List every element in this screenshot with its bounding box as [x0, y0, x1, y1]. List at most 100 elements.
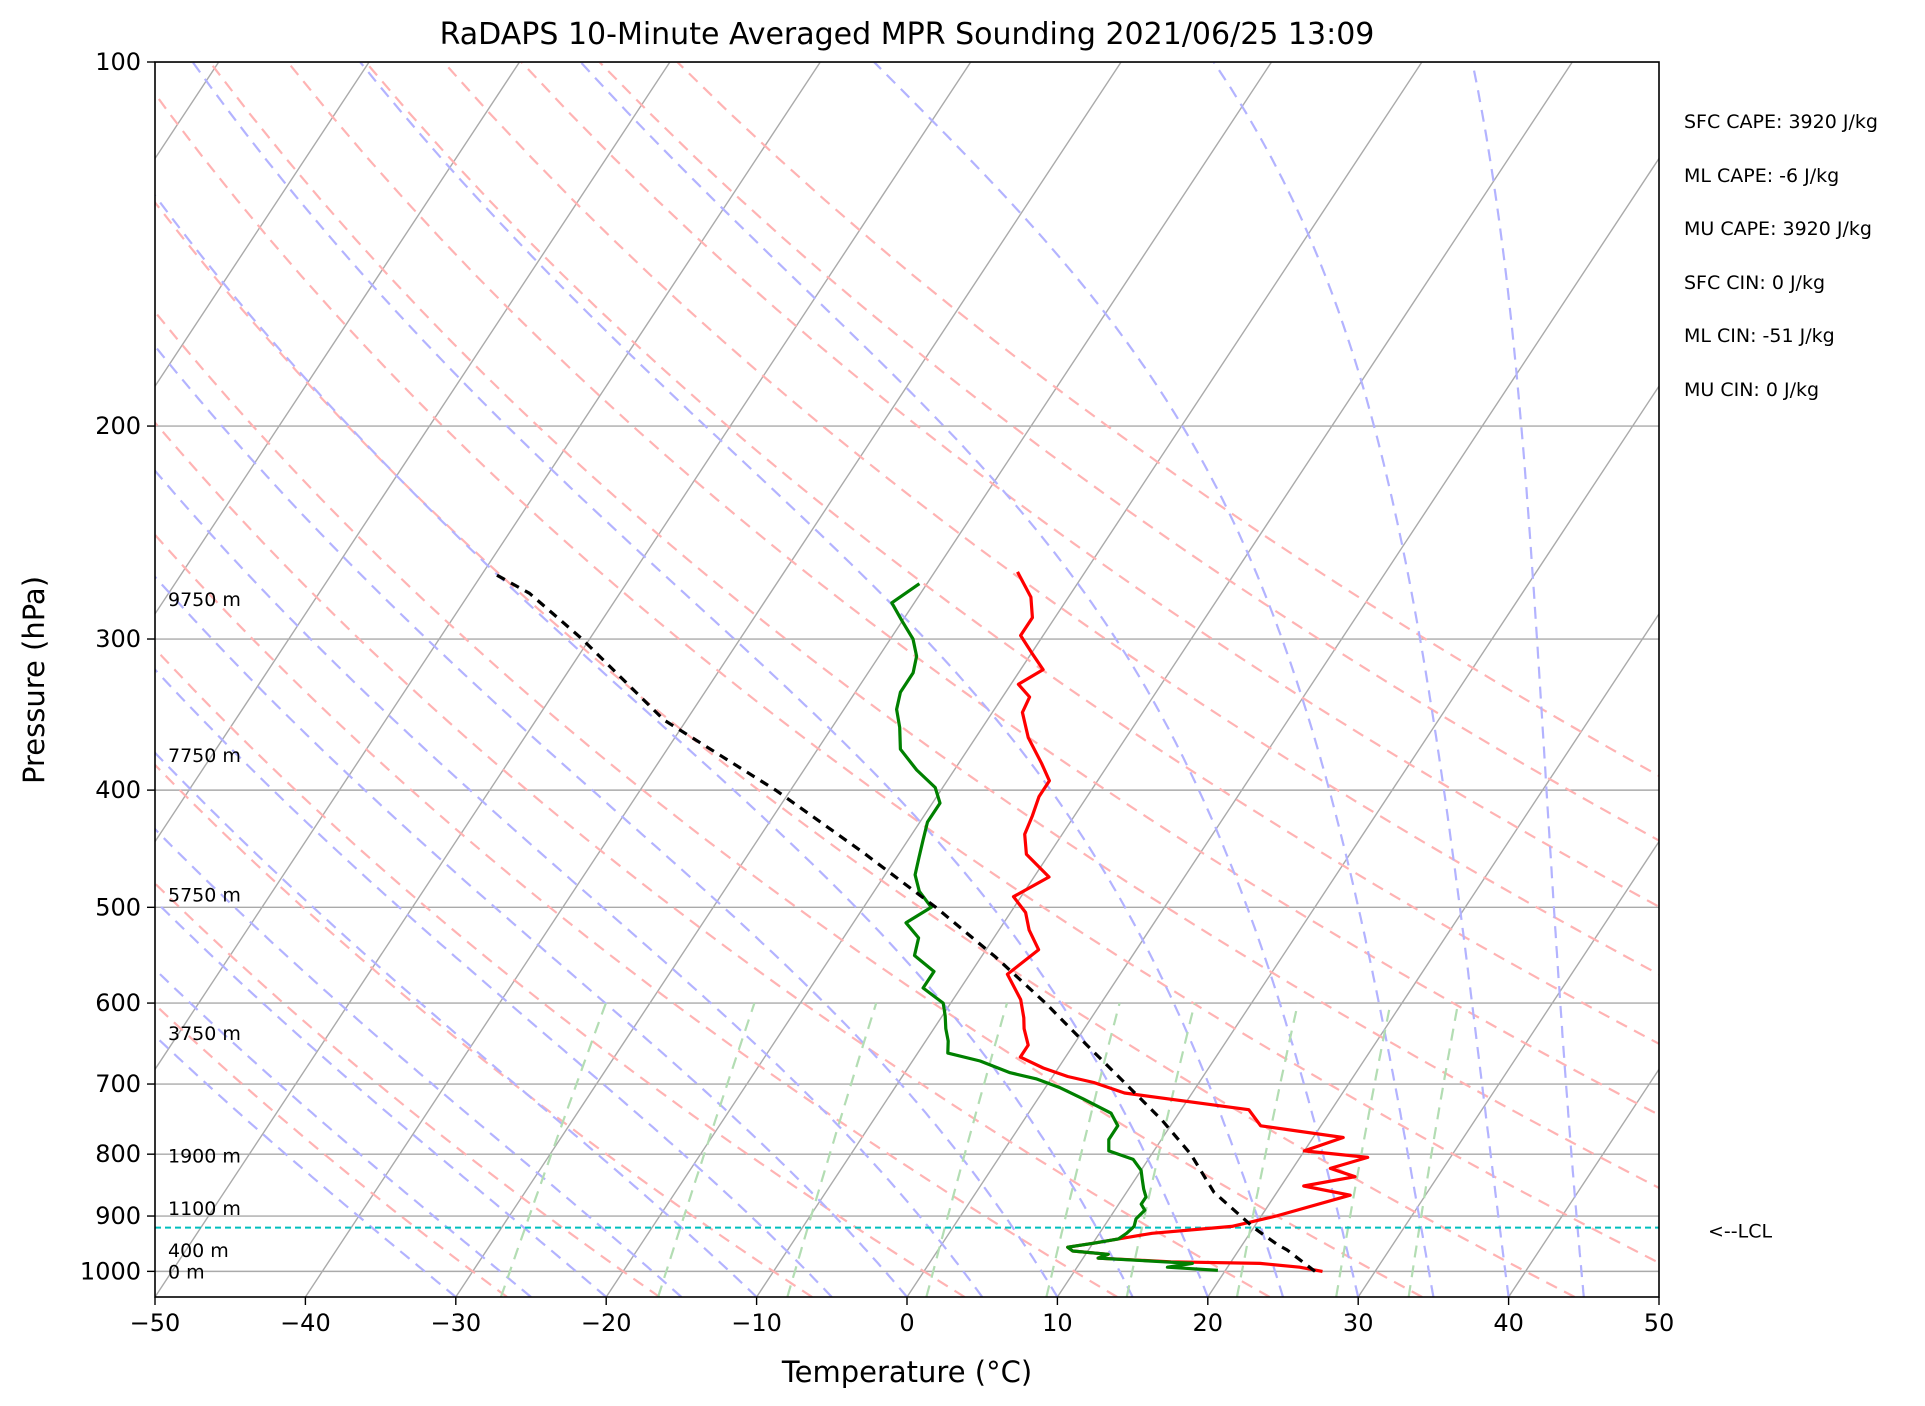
dry-adiabat-line: [155, 310, 1423, 1297]
moist-adiabat-line: [155, 468, 984, 1297]
x-tick-label: 20: [1193, 1309, 1224, 1337]
y-tick-label: 500: [95, 893, 141, 921]
isotherm-line: [155, 62, 671, 843]
moist-adiabat-line: [155, 967, 532, 1297]
isotherm-line: [304, 62, 1122, 1297]
dry-adiabat-line: [155, 881, 661, 1297]
y-tick-label: 400: [95, 776, 141, 804]
isotherm-line: [155, 62, 821, 1071]
moist-adiabat-line: [359, 62, 1285, 1297]
y-tick-label: 900: [95, 1202, 141, 1230]
x-tick-label: 50: [1644, 1309, 1675, 1337]
y-tick-label: 100: [95, 48, 141, 76]
isotherm-line: [1809, 62, 1925, 1297]
mixing-ratio-line: [657, 1002, 756, 1297]
isotherm-line: [155, 62, 370, 388]
moist-adiabat-line: [579, 62, 1360, 1297]
dry-adiabat-line: [155, 533, 1118, 1297]
x-tick-label: 0: [899, 1309, 914, 1337]
x-tick-label: −20: [581, 1309, 632, 1337]
isotherm-line: [1658, 1295, 1659, 1297]
moist-adiabat-line: [1471, 62, 1585, 1297]
dry-adiabat-line: [364, 62, 1659, 1046]
moist-adiabat-line: [1212, 62, 1510, 1297]
isotherm-line: [1508, 1068, 1659, 1297]
sounding-traces: [155, 570, 1659, 1273]
stats-panel: SFC CAPE: 3920 J/kg ML CAPE: -6 J/kg MU …: [1684, 111, 1878, 401]
moist-adiabat-line: [155, 667, 833, 1297]
isotherm-line: [605, 62, 1423, 1297]
mixing-ratio-line: [925, 1002, 1009, 1297]
moist-adiabat-line: [155, 575, 908, 1297]
mixing-ratio-line: [1407, 1002, 1460, 1297]
x-tick-label: 10: [1042, 1309, 1073, 1337]
x-tick-label: 30: [1343, 1309, 1374, 1337]
moist-adiabat-line: [155, 193, 1134, 1297]
dry-adiabat-line: [155, 763, 813, 1297]
background-reference-lines: [155, 62, 1925, 1297]
x-tick-label: −50: [130, 1309, 181, 1337]
y-tick-label: 800: [95, 1140, 141, 1168]
stat-ml-cin: ML CIN: -51 J/kg: [1684, 325, 1835, 347]
mixing-ratio-line: [1335, 1002, 1392, 1297]
x-tick-label: 40: [1493, 1309, 1524, 1337]
height-label: 400 m: [168, 1240, 229, 1262]
stat-ml-cape: ML CAPE: -6 J/kg: [1684, 165, 1839, 187]
isotherm-line: [455, 62, 1273, 1297]
moist-adiabat-line: [155, 899, 607, 1297]
dry-adiabat-line: [155, 647, 966, 1297]
lcl-label: <--LCL: [1708, 1221, 1772, 1243]
parcel-trace: [490, 570, 1316, 1273]
dewpoint-trace: [890, 582, 1218, 1272]
dry-adiabat-line: [155, 200, 1576, 1297]
isotherm-line: [906, 157, 1659, 1297]
stat-mu-cape: MU CAPE: 3920 J/kg: [1684, 218, 1872, 240]
y-axis: 100 200 300 400 500 600 700 800 900 1000: [80, 48, 155, 1285]
isotherm-line: [155, 62, 521, 616]
moist-adiabat-line: [155, 344, 1059, 1297]
x-axis-title: Temperature (°C): [781, 1355, 1032, 1389]
isotherm-line: [155, 62, 972, 1297]
dry-adiabat-line: [208, 62, 1659, 1190]
height-label: 1900 m: [168, 1145, 241, 1167]
isotherm-line: [1357, 840, 1659, 1297]
dry-adiabat-line: [155, 420, 1271, 1297]
chart-title: RaDAPS 10-Minute Averaged MPR Sounding 2…: [440, 17, 1375, 52]
moist-adiabat-line: [873, 62, 1435, 1297]
mixing-ratio-line: [1125, 1002, 1196, 1297]
y-tick-label: 300: [95, 625, 141, 653]
isotherm-line: [1207, 612, 1659, 1297]
stat-mu-cin: MU CIN: 0 J/kg: [1684, 379, 1819, 401]
x-axis: −50 −40 −30 −20 −10 0 10 20 30 40 50: [130, 1297, 1675, 1337]
dry-adiabat-line: [286, 62, 1659, 1117]
dry-adiabat-line: [676, 62, 1659, 778]
dry-adiabat-line: [598, 62, 1659, 842]
y-axis-title: Pressure (hPa): [17, 576, 51, 784]
height-label: 5750 m: [168, 885, 241, 907]
dry-adiabat-line: [442, 62, 1659, 976]
height-label: 9750 m: [168, 589, 241, 611]
y-tick-label: 1000: [80, 1257, 141, 1285]
y-tick-label: 200: [95, 412, 141, 440]
height-label: 0 m: [168, 1261, 205, 1283]
stat-sfc-cape: SFC CAPE: 3920 J/kg: [1684, 111, 1878, 133]
dry-adiabat-line: [520, 62, 1659, 908]
x-tick-label: −10: [731, 1309, 782, 1337]
height-label: 3750 m: [168, 1023, 241, 1045]
moist-adiabat-line: [155, 827, 683, 1297]
height-label: 1100 m: [168, 1198, 241, 1220]
y-tick-label: 700: [95, 1070, 141, 1098]
height-label: 7750 m: [168, 745, 241, 767]
x-tick-label: −30: [430, 1309, 481, 1337]
isotherm-line: [1056, 384, 1659, 1297]
y-tick-label: 600: [95, 989, 141, 1017]
dry-adiabat-line: [155, 91, 1659, 1265]
mixing-ratio-line: [499, 1002, 607, 1297]
mixing-ratio-line: [1045, 1002, 1121, 1297]
mixing-ratio-line: [1235, 1002, 1299, 1297]
moist-adiabat-line: [155, 751, 758, 1297]
dry-adiabat-line: [155, 1003, 508, 1297]
x-tick-label: −40: [280, 1309, 331, 1337]
